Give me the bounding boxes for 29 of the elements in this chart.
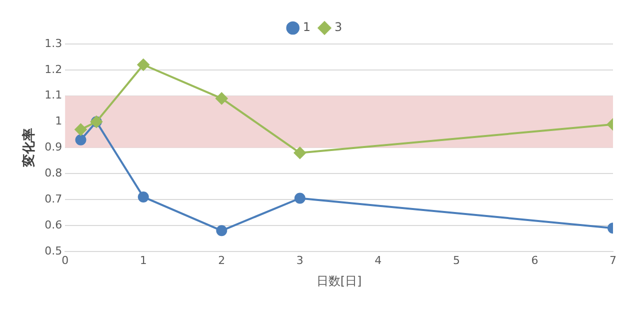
point [75, 134, 86, 146]
y-tick-label: 0.5 [44, 244, 62, 258]
y-tick-label: 0.9 [44, 140, 62, 154]
y-tick-label: 0.6 [44, 218, 62, 232]
point [74, 124, 87, 136]
x-axis-title: 日数[日] [316, 274, 362, 288]
x-tick-label: 7 [610, 254, 616, 267]
x-tick-label: 0 [62, 254, 69, 267]
point [216, 225, 228, 236]
x-tick-label: 4 [374, 254, 382, 267]
point [216, 92, 228, 104]
y-tick-label: 1.1 [44, 88, 62, 102]
y-tick-label: 1 [55, 114, 62, 128]
point [294, 146, 306, 159]
y-tick-label: 0.7 [44, 192, 62, 206]
point [294, 192, 306, 204]
y-tick-label: 0.8 [44, 166, 62, 180]
point [137, 58, 150, 71]
point [138, 191, 149, 202]
y-tick-label: 1.3 [44, 36, 62, 50]
legend-label: 3 [334, 20, 342, 34]
x-tick-label: 3 [296, 254, 304, 267]
x-tick-label: 6 [531, 254, 538, 267]
x-tick-label: 1 [140, 254, 147, 267]
x-tick-label: 2 [218, 254, 226, 267]
legend-label: 1 [302, 20, 311, 34]
y-tick-label: 1.2 [44, 62, 62, 76]
y-axis-title: 変化率 [21, 128, 38, 168]
x-tick-label: 5 [452, 254, 460, 267]
